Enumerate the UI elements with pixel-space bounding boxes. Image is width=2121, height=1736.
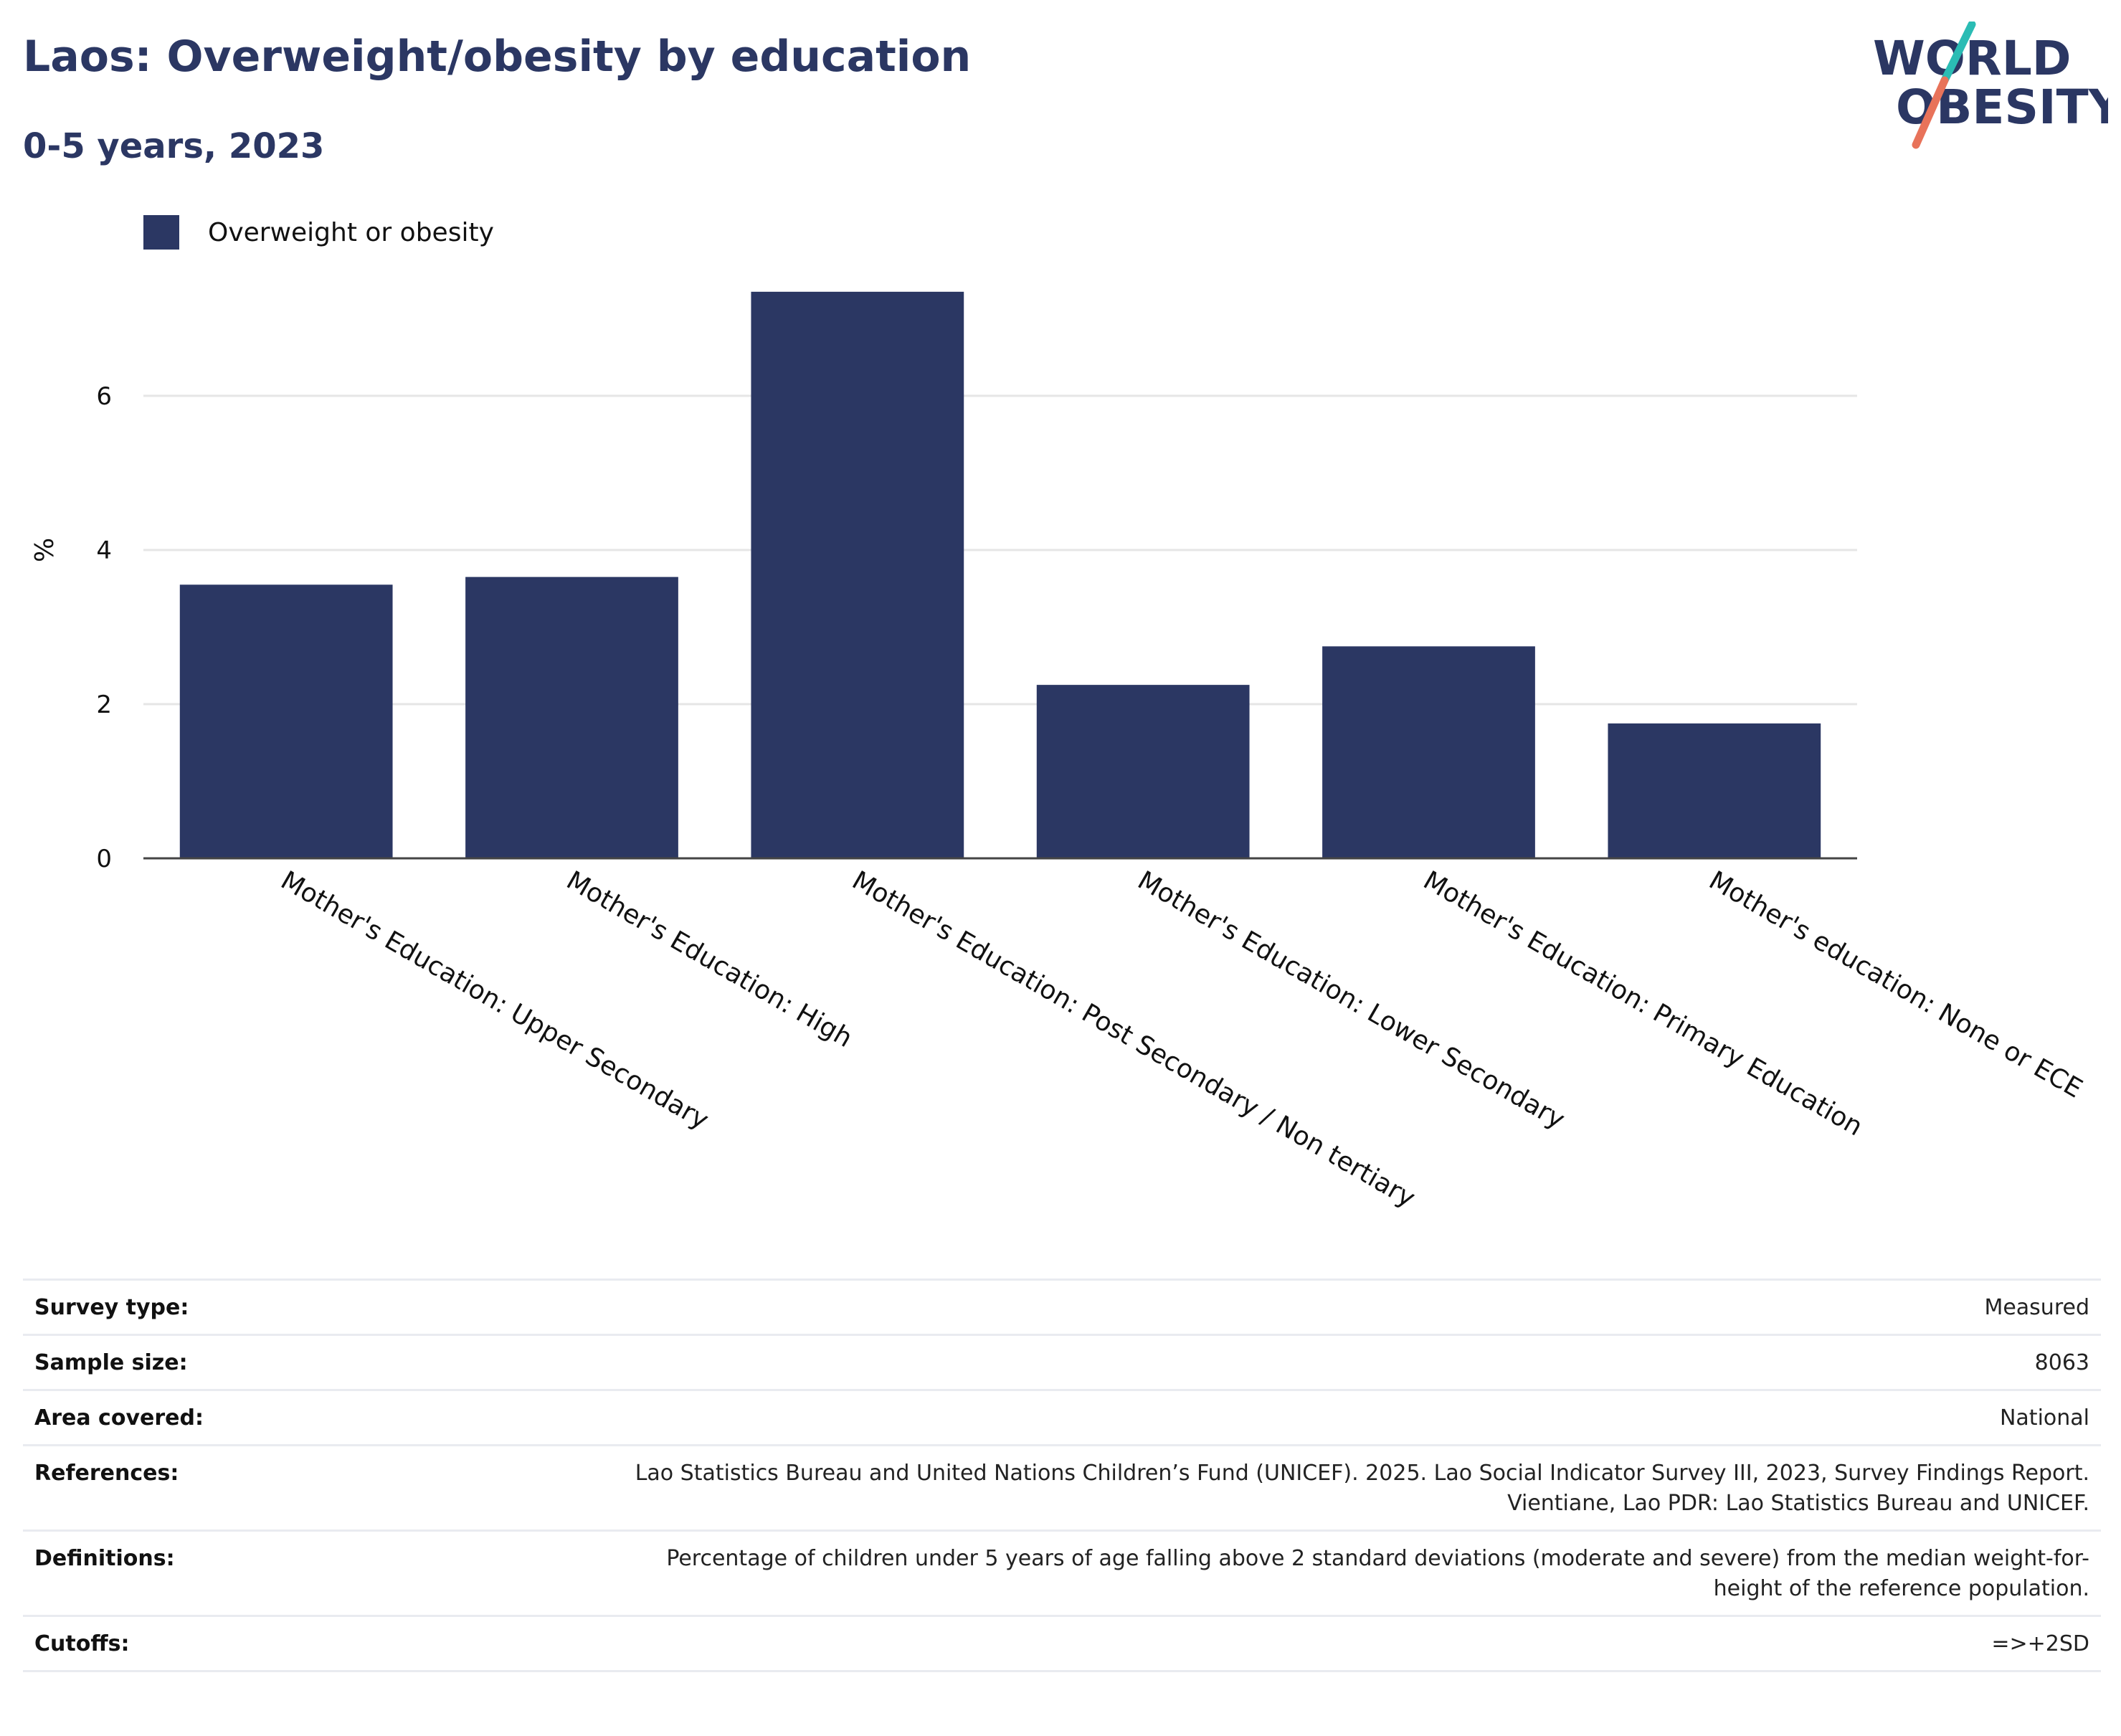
info-row-area-covered: Area covered: National — [23, 1389, 2101, 1446]
world-obesity-logo: WORLD OBESITY — [1873, 22, 2108, 149]
bar — [179, 584, 393, 858]
legend-swatch — [143, 215, 179, 250]
info-value: Percentage of children under 5 years of … — [436, 1529, 2101, 1617]
info-row-cutoffs: Cutoffs: =>+2SD — [23, 1615, 2101, 1672]
info-value: 8063 — [436, 1334, 2101, 1391]
x-tick-label: Mother's Education: Primary Education — [1418, 865, 1867, 1142]
bar — [1608, 723, 1821, 858]
info-key: Area covered: — [23, 1389, 436, 1446]
y-axis-label: % — [30, 538, 60, 562]
x-tick-label: Mother's Education: High — [561, 865, 857, 1053]
info-value-line: Percentage of children under 5 years of … — [666, 1546, 2089, 1571]
y-tick-label: 2 — [96, 691, 112, 719]
info-key: Survey type: — [23, 1279, 436, 1336]
info-value: =>+2SD — [436, 1615, 2101, 1672]
info-row-survey-type: Survey type: Measured — [23, 1279, 2101, 1336]
logo-slash-bottom — [1912, 76, 1949, 149]
bar — [1036, 685, 1250, 858]
logo-slash-top — [1940, 22, 1976, 85]
bar — [1322, 646, 1535, 858]
legend-label: Overweight or obesity — [208, 217, 494, 247]
info-key: Sample size: — [23, 1334, 436, 1391]
bar — [465, 577, 678, 858]
bar-chart: 0 2 4 6% Mother's Education: Upper Secondary… — [30, 291, 2087, 1213]
info-value-line: height of the reference population. — [1713, 1576, 2089, 1601]
info-key: Definitions: — [23, 1529, 436, 1617]
info-value-line: Vientiane, Lao PDR: Lao Statistics Burea… — [1507, 1491, 2089, 1516]
info-value: Measured — [436, 1279, 2101, 1336]
y-tick-label: 6 — [96, 382, 112, 411]
info-row-references: References: Lao Statistics Bureau and Un… — [23, 1444, 2101, 1532]
info-value-line: Lao Statistics Bureau and United Nations… — [635, 1461, 2089, 1486]
chart-subtitle: 0-5 years, 2023 — [23, 126, 325, 166]
bar — [751, 291, 964, 858]
info-key: References: — [23, 1444, 436, 1532]
chart-title: Laos: Overweight/obesity by education — [23, 32, 972, 82]
info-row-definitions: Definitions: Percentage of children unde… — [23, 1529, 2101, 1617]
y-tick-label: 4 — [96, 536, 112, 565]
info-value: Lao Statistics Bureau and United Nations… — [436, 1444, 2101, 1532]
info-key: Cutoffs: — [23, 1615, 436, 1672]
logo-line-1: WORLD — [1873, 31, 2072, 86]
chart-legend[interactable]: Overweight or obesity — [143, 215, 494, 250]
x-tick-label: Mother's Education: Upper Secondary — [276, 865, 713, 1135]
survey-info-table: Survey type: Measured Sample size: 8063 … — [23, 1279, 2101, 1672]
y-tick-label: 0 — [96, 845, 112, 873]
info-row-sample-size: Sample size: 8063 — [23, 1334, 2101, 1391]
info-value: National — [436, 1389, 2101, 1446]
x-tick-label: Mother's Education: Post Secondary / Non… — [847, 865, 1420, 1213]
